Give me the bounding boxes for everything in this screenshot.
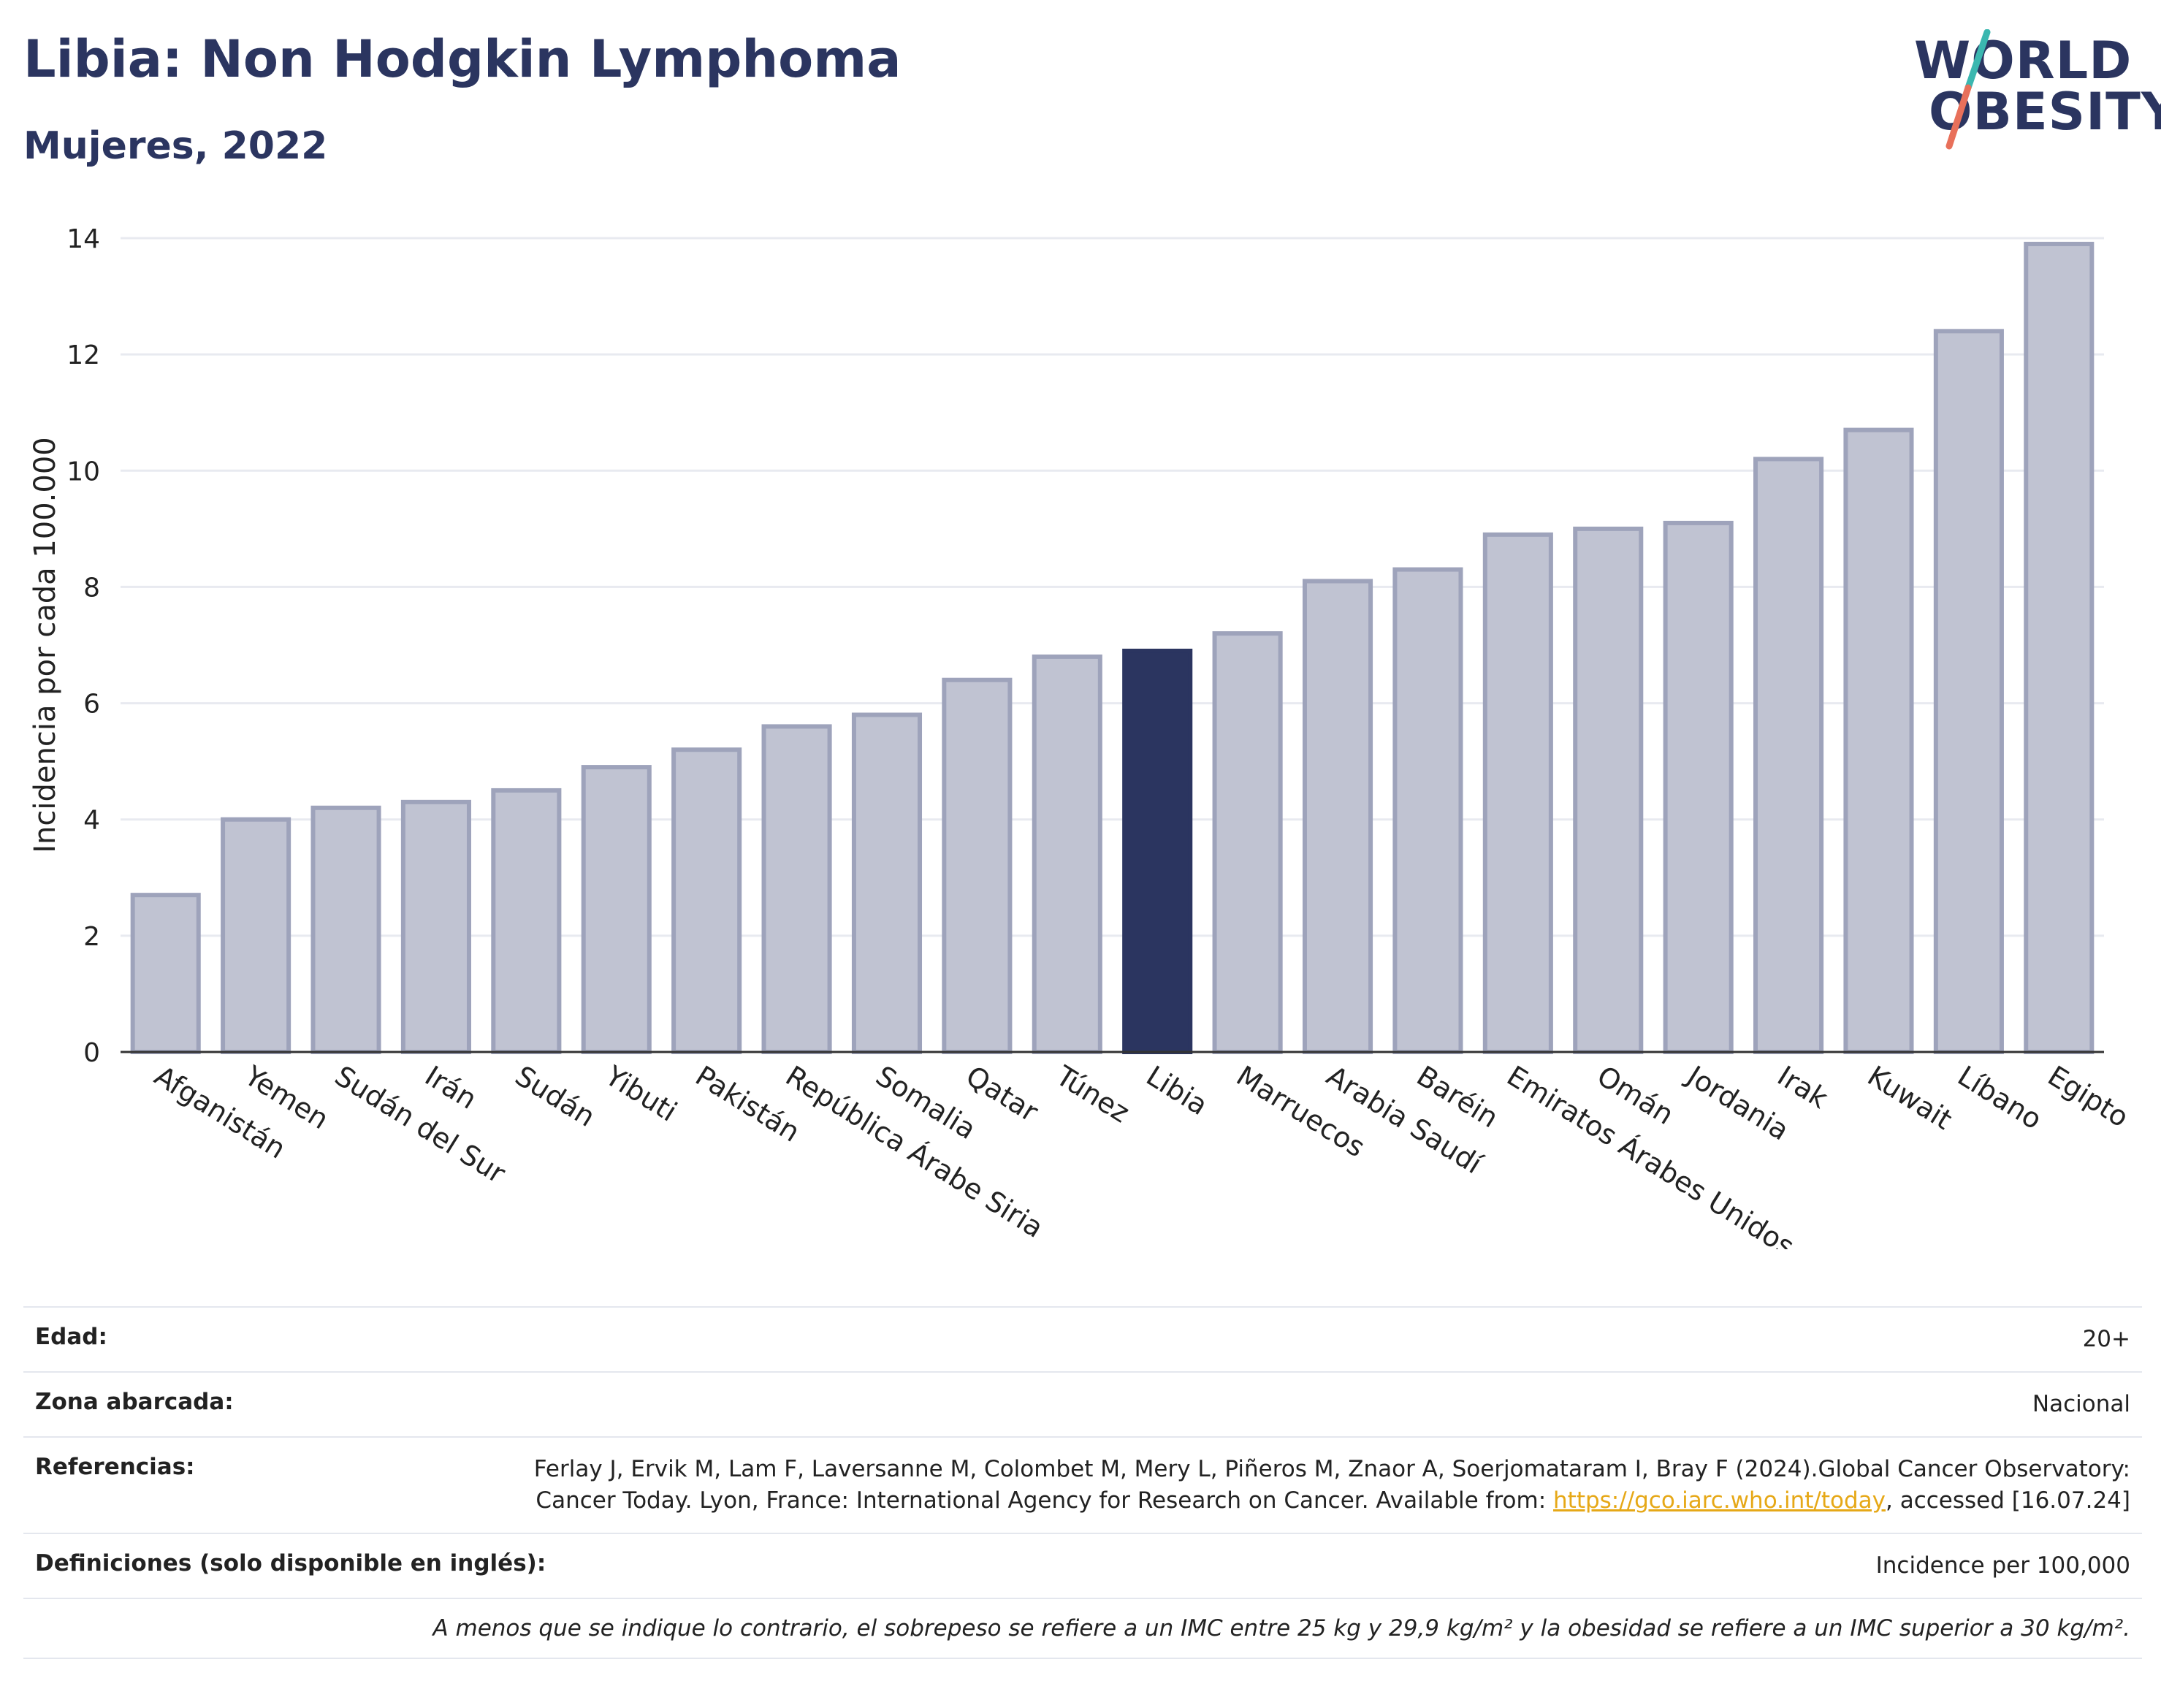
x-tick-label: Túnez (1050, 1059, 1135, 1129)
y-tick-label: 6 (83, 690, 100, 720)
references-accessed: , accessed [16.07.24] (1885, 1487, 2130, 1514)
x-tick-label: Líbano (1952, 1059, 2048, 1135)
chart-subtitle: Mujeres, 2022 (23, 124, 328, 168)
bar (761, 724, 832, 1055)
y-tick-label: 14 (66, 224, 100, 254)
bar (1302, 579, 1373, 1054)
logo-slash-icon (1945, 29, 1991, 150)
bar (1212, 631, 1283, 1054)
bar (1933, 329, 2004, 1055)
x-tick-label: Yibuti (599, 1059, 682, 1128)
metadata-table: Edad: 20+ Zona abarcada: Nacional Refere… (23, 1306, 2142, 1659)
bar (1392, 567, 1463, 1054)
bar (1032, 654, 1102, 1054)
meta-row-references: Referencias: Ferlay J, Ervik M, Lam F, L… (23, 1436, 2142, 1533)
y-tick-label: 8 (83, 573, 100, 603)
bar (221, 817, 291, 1054)
obesity-note: A menos que se indique lo contrario, el … (432, 1615, 2130, 1642)
age-label: Edad: (35, 1324, 107, 1350)
meta-row-note: A menos que se indique lo contrario, el … (23, 1598, 2142, 1659)
logo-line-1: WORLD (1914, 31, 2133, 91)
age-value: 20+ (2082, 1326, 2130, 1352)
world-obesity-logo: WORLD OBESITY (1899, 29, 2161, 161)
y-tick-label: 4 (83, 806, 100, 836)
bar (2024, 241, 2095, 1054)
y-tick-label: 2 (83, 922, 100, 952)
meta-row-definitions: Definiciones (solo disponible en inglés)… (23, 1533, 2142, 1598)
y-tick-label: 12 (66, 340, 100, 370)
x-tick-label: Sudán (510, 1059, 601, 1133)
x-tick-label: Sudán del Sur (329, 1059, 511, 1189)
area-value: Nacional (2032, 1391, 2130, 1417)
x-tick-label: Irak (1772, 1059, 1833, 1115)
bar (1663, 520, 1734, 1054)
references-label: Referencias: (35, 1454, 195, 1480)
x-tick-label: Jordania (1680, 1059, 1794, 1146)
bar (400, 799, 471, 1054)
y-axis-label: Incidencia por cada 100.000 (28, 437, 62, 853)
bar (1573, 526, 1644, 1055)
bar (1482, 532, 1553, 1055)
x-tick-label: Irán (419, 1059, 482, 1116)
y-tick-label: 10 (66, 457, 100, 487)
references-value: Ferlay J, Ervik M, Lam F, Laversanne M, … (523, 1454, 2130, 1517)
x-tick-label: Libia (1140, 1059, 1213, 1121)
bar (1843, 427, 1914, 1055)
bar (130, 893, 201, 1055)
meta-row-age: Edad: 20+ (23, 1306, 2142, 1371)
x-tick-label: Kuwait (1862, 1059, 1958, 1136)
meta-row-area: Zona abarcada: Nacional (23, 1371, 2142, 1436)
chart-title: Libia: Non Hodgkin Lymphoma (23, 29, 902, 89)
definitions-value: Incidence per 100,000 (1875, 1552, 2130, 1579)
references-link[interactable]: https://gco.iarc.who.int/today (1553, 1487, 1886, 1514)
references-text: Ferlay J, Ervik M, Lam F, Laversanne M, … (533, 1456, 2130, 1514)
bar (942, 677, 1013, 1054)
definitions-label: Definiciones (solo disponible en inglés)… (35, 1550, 546, 1577)
bar (851, 712, 923, 1054)
bar (491, 788, 562, 1055)
bar (581, 765, 652, 1054)
bar (310, 805, 381, 1054)
bar (1753, 457, 1824, 1055)
x-tick-label: Egipto (2043, 1059, 2135, 1133)
y-tick-label: 0 (83, 1038, 100, 1068)
bar (1122, 648, 1193, 1054)
area-label: Zona abarcada: (35, 1389, 234, 1415)
bar (671, 747, 742, 1054)
